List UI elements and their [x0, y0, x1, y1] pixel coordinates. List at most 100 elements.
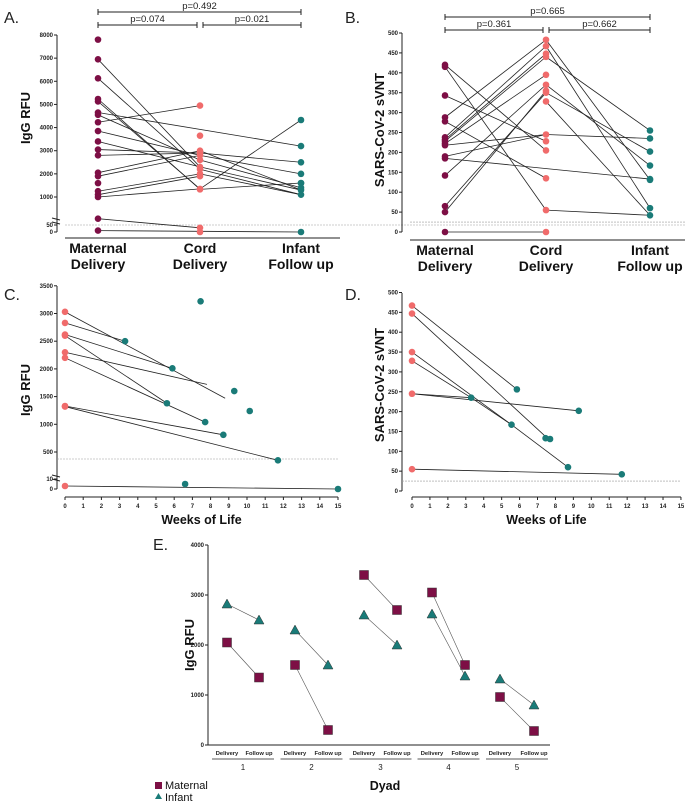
p-value-label: p=0.074	[130, 14, 165, 25]
pair-line	[363, 574, 398, 611]
cord-point	[408, 357, 416, 365]
x-axis-label: Dyad	[370, 779, 401, 793]
dyad-label: 3	[378, 763, 383, 772]
y-tick-label: 6000	[40, 79, 54, 85]
pair-line	[226, 642, 260, 678]
y-axis-label: IgG RFU	[182, 619, 197, 671]
maternal-square-marker	[290, 660, 300, 670]
y-tick-label: 450	[388, 310, 399, 316]
pair-line	[97, 112, 302, 147]
y-tick-label: 500	[388, 291, 399, 297]
y-tick-label: 100	[388, 449, 399, 455]
cord-point	[408, 390, 416, 398]
pair-line	[199, 154, 302, 175]
x-tick-label: 14	[316, 504, 323, 510]
x-tick-label: 11	[606, 504, 613, 510]
category-label: Maternal	[416, 242, 474, 258]
pair-line	[97, 98, 201, 190]
infant-point	[564, 463, 572, 471]
maternal-point	[441, 118, 449, 125]
category-label: Cord	[530, 242, 563, 258]
maternal-point	[94, 118, 102, 126]
y-tick-label: 200	[388, 150, 399, 156]
infant-point	[220, 431, 227, 439]
cord-point	[196, 152, 204, 159]
pair-line	[64, 335, 168, 404]
pair-line	[363, 614, 398, 646]
infant-triangle-marker	[459, 670, 471, 681]
cord-point	[542, 137, 550, 145]
timepoint-label: Delivery	[353, 751, 376, 757]
category-label: Cord	[184, 240, 217, 256]
pair-line	[499, 696, 535, 732]
pair-line	[97, 149, 201, 154]
cord-point	[408, 465, 416, 473]
category-label: Delivery	[71, 256, 126, 272]
pair-line	[97, 218, 201, 229]
cord-point	[542, 71, 550, 79]
p-value-label: p=0.665	[530, 6, 565, 17]
pair-line	[97, 150, 201, 174]
maternal-square-marker	[529, 726, 539, 736]
infant-point	[181, 480, 189, 488]
maternal-point	[94, 56, 102, 63]
panel-label: C.	[4, 287, 20, 304]
x-tick-label: 5	[500, 504, 504, 510]
maternal-point	[94, 152, 102, 159]
x-tick-label: 2	[446, 504, 450, 510]
p-value-label: p=0.361	[477, 19, 512, 30]
y-tick-label: 3500	[40, 284, 54, 290]
maternal-point	[441, 172, 449, 179]
x-tick-label: 6	[518, 504, 522, 510]
cord-point	[61, 403, 69, 410]
maternal-square-marker	[222, 637, 232, 648]
x-tick-label: 2	[100, 504, 104, 510]
cord-point	[196, 132, 204, 139]
p-value-label: p=0.662	[582, 19, 617, 30]
x-tick-label: 3	[118, 504, 122, 510]
infant-point	[197, 298, 204, 305]
y-tick-label: 10	[46, 477, 53, 483]
x-tick-label: 10	[244, 504, 251, 510]
infant-point	[646, 176, 654, 184]
y-tick-label: 7000	[40, 56, 54, 62]
x-tick-label: 12	[624, 504, 631, 510]
y-tick-label: 400	[388, 330, 399, 336]
timepoint-label: Follow up	[314, 751, 342, 757]
infant-point	[297, 170, 305, 178]
y-tick-label: 4000	[191, 543, 205, 549]
pair-line	[444, 157, 651, 180]
cord-point	[542, 53, 550, 61]
y-tick-label: 5000	[40, 102, 54, 108]
pair-line	[545, 92, 651, 152]
timepoint-label: Delivery	[421, 751, 444, 757]
y-axis-label: IgG RFU	[18, 92, 33, 144]
x-tick-label: 5	[154, 504, 158, 510]
cord-point	[61, 332, 69, 339]
infant-point	[508, 421, 515, 429]
pair-line	[545, 84, 651, 166]
y-tick-label: 0	[395, 230, 399, 236]
y-tick-label: 1000	[191, 693, 205, 699]
pair-line	[411, 468, 622, 475]
infant-point	[230, 387, 238, 395]
maternal-point	[441, 202, 449, 210]
maternal-point	[441, 92, 449, 99]
p-value-label: p=0.021	[235, 14, 270, 25]
x-tick-label: 9	[572, 504, 576, 510]
maternal-square-marker	[254, 672, 264, 683]
pair-line	[444, 45, 547, 138]
category-label: Delivery	[173, 256, 228, 272]
axis-break-mark	[51, 478, 61, 482]
infant-point	[646, 211, 654, 219]
y-tick-label: 350	[388, 91, 399, 97]
cord-point	[542, 228, 550, 236]
category-label: Delivery	[418, 258, 473, 274]
pair-line	[444, 39, 547, 118]
timepoint-label: Follow up	[383, 751, 411, 757]
timepoint-label: Follow up	[245, 751, 273, 757]
cord-point	[542, 81, 550, 89]
y-tick-label: 0	[201, 743, 205, 749]
maternal-point	[94, 227, 102, 234]
